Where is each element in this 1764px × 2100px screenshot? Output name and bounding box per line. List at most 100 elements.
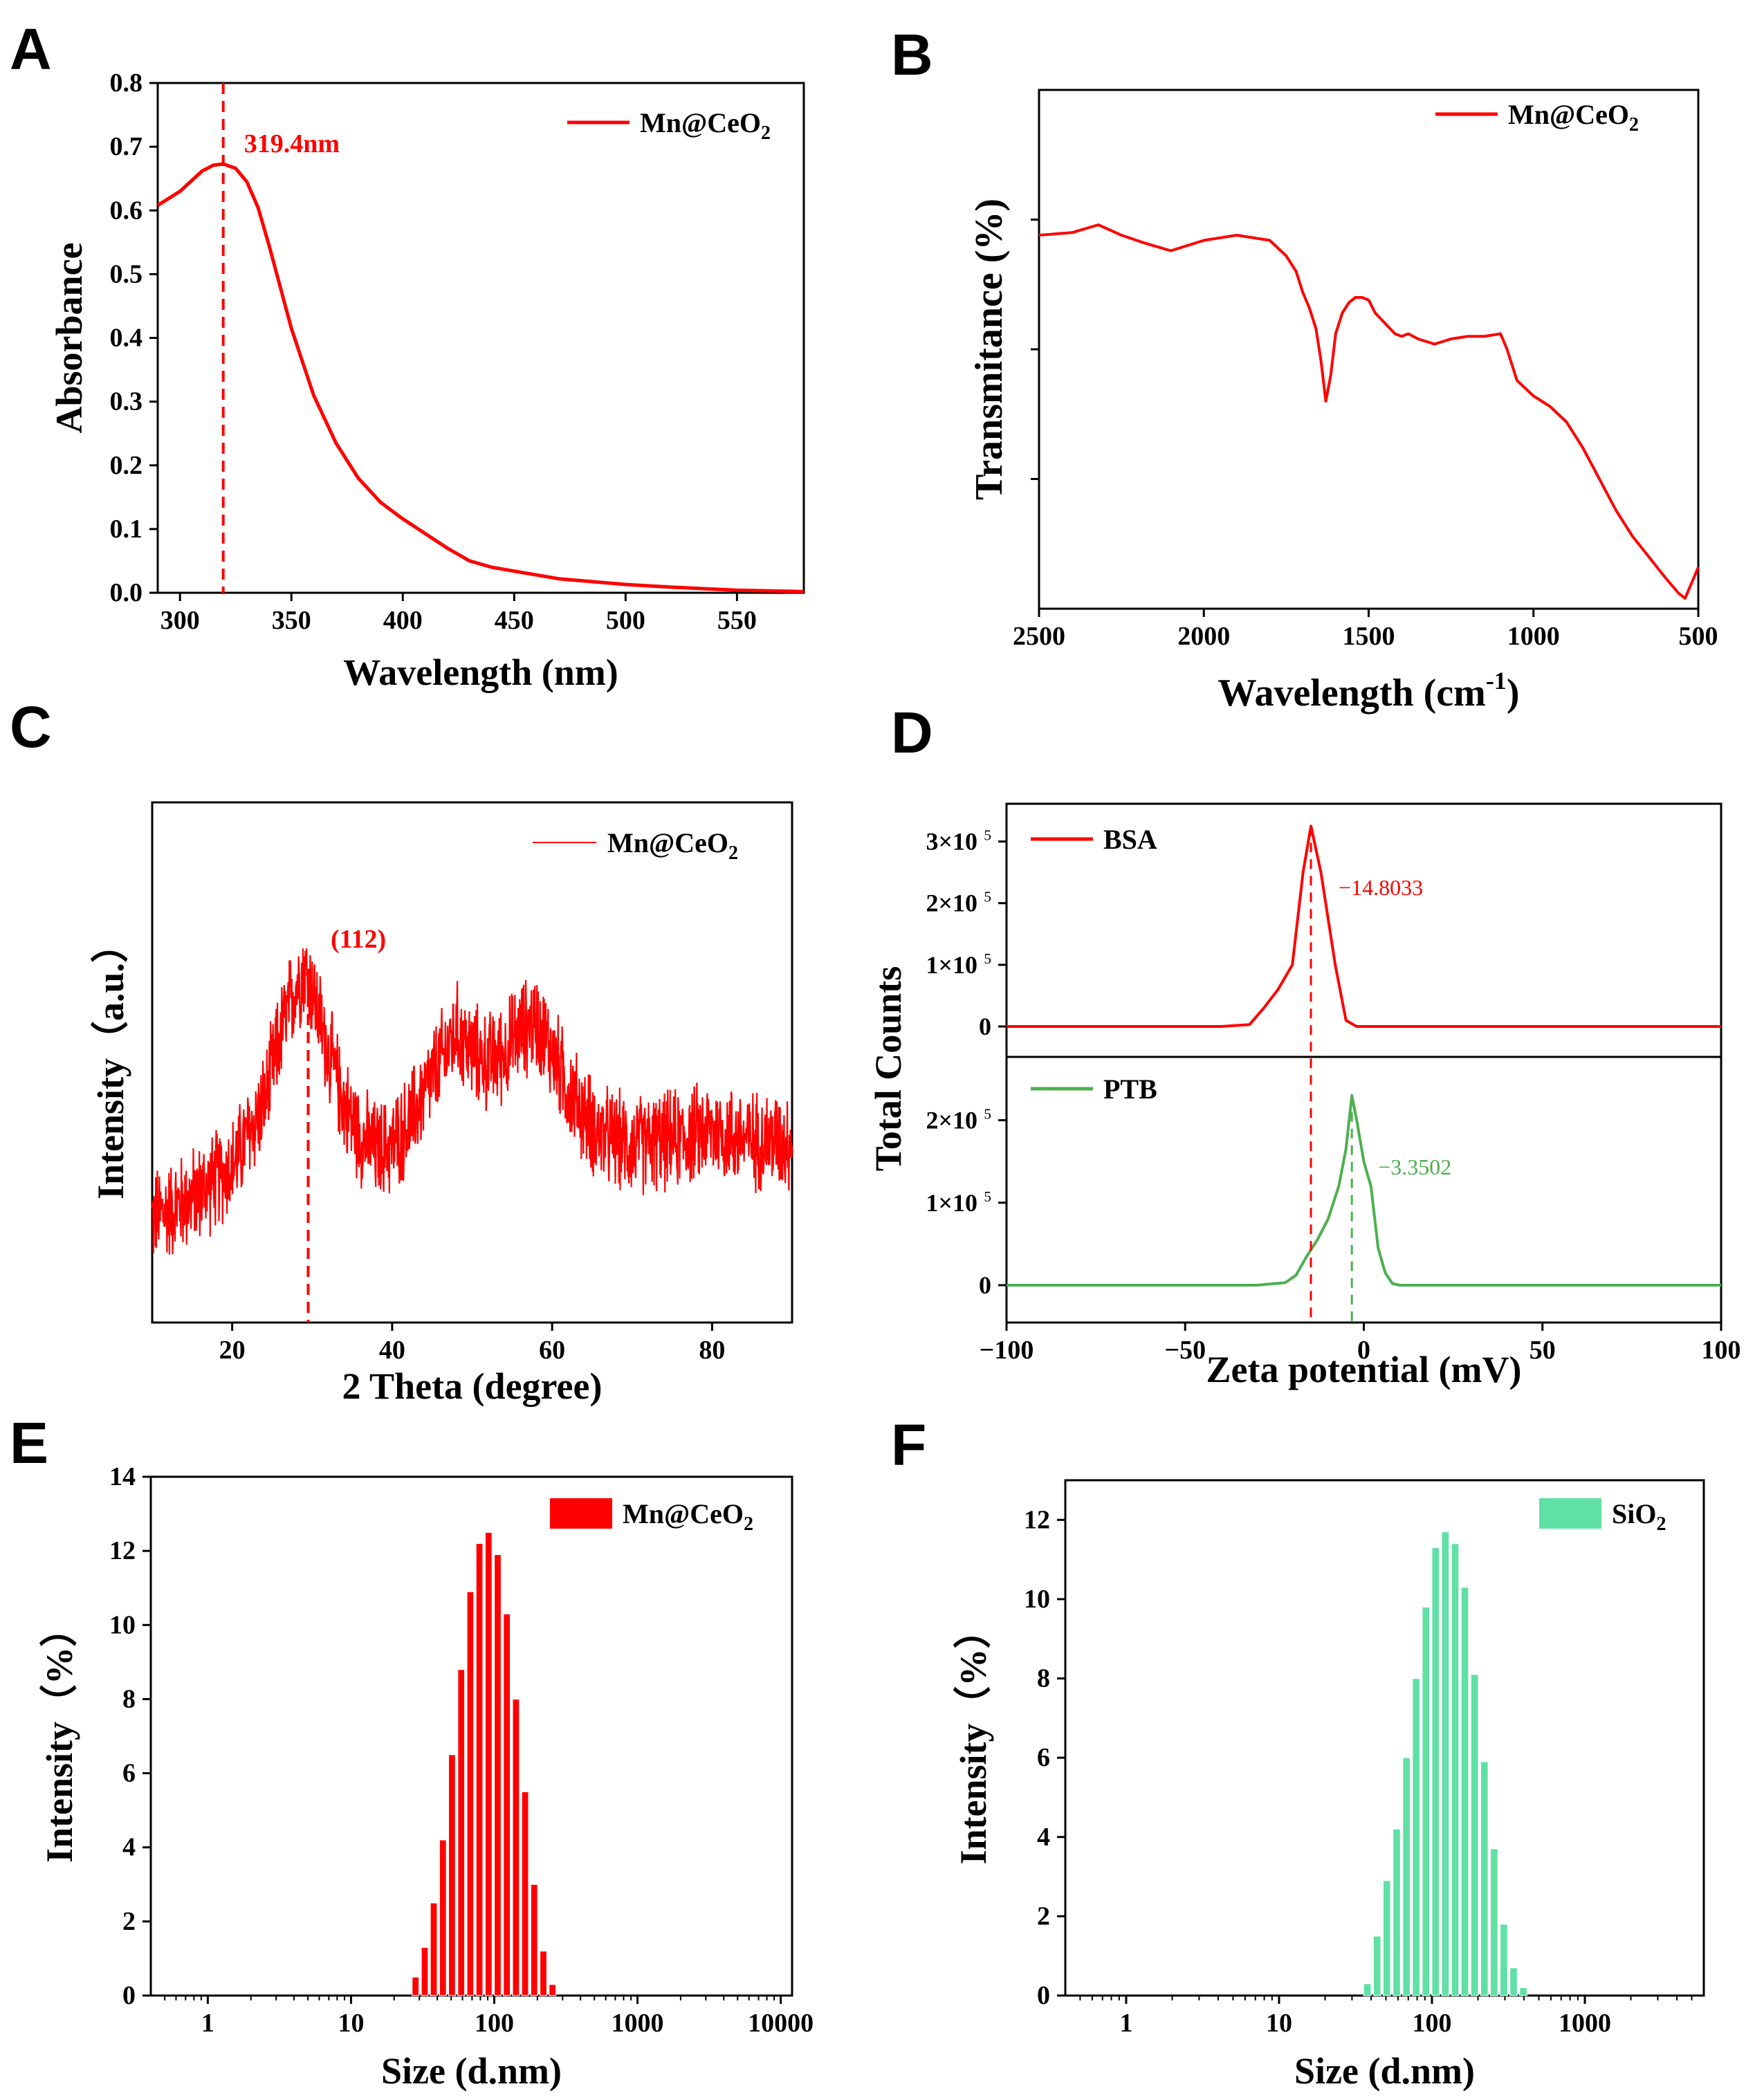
chart-panel-c: 20 40 60 80 (112) Mn@CeO2 2 Theta (degree) Inte…	[90, 801, 793, 1407]
y-axis-title-e: Intensity（%）	[39, 1610, 80, 1863]
x-axis-title-d: Zeta potential (mV)	[1206, 1349, 1522, 1390]
f-xtick-label: 1000	[1559, 2009, 1611, 2038]
a-ytick-label: 0.0	[110, 578, 143, 607]
f-legend-swatch	[1539, 1498, 1601, 1529]
panel-label-f: F	[891, 1412, 926, 1477]
f-xtick-label: 100	[1412, 2009, 1451, 2038]
f-xtick-label: 1	[1119, 2009, 1132, 2038]
d-top-ytick-label: 0	[979, 1013, 991, 1040]
e-size-bar	[430, 1902, 438, 1996]
f-size-bar	[1489, 1848, 1498, 1996]
e-size-bar	[448, 1754, 456, 1996]
f-ytick-label: 12	[1024, 1505, 1050, 1534]
f-size-bar	[1470, 1674, 1479, 1996]
ptb-curve	[1007, 1094, 1721, 1287]
absorbance-curve	[156, 162, 805, 593]
f-size-bar	[1509, 1967, 1518, 1996]
d-ptb-legend-label: PTB	[1103, 1074, 1157, 1105]
e-size-bar	[539, 1951, 548, 1996]
f-size-bar	[1382, 1880, 1391, 1996]
d-top-ytick-exponent: 5	[984, 889, 991, 905]
e-xtick-label: 1000	[612, 2009, 664, 2038]
e-ytick-label: 14	[109, 1462, 136, 1491]
peak-annotation: 319.4nm	[244, 129, 340, 158]
d-top-ytick-label: 2×10	[926, 890, 977, 917]
e-size-bar	[421, 1946, 429, 1996]
f-ytick-label: 6	[1037, 1743, 1050, 1772]
a-ytick-label: 0.4	[110, 324, 143, 353]
f-size-bar	[1451, 1543, 1460, 1996]
e-xtick-label: 1	[201, 2009, 214, 2038]
b-xtick-label: 2500	[1013, 622, 1065, 651]
e-ytick-label: 6	[122, 1759, 136, 1788]
bsa-peak-label: −14.8033	[1339, 875, 1423, 900]
f-xtick-label: 10	[1266, 2009, 1292, 2038]
x-axis-title-a: Wavelength (nm)	[343, 652, 618, 693]
panel-label-d: D	[891, 700, 933, 765]
panel-label-c: C	[10, 694, 52, 759]
y-axis-title-a: Absorbance	[48, 242, 90, 433]
e-xtick-label: 100	[475, 2009, 514, 2038]
d-bottom-ytick-label: 1×10	[926, 1189, 977, 1217]
f-ytick-label: 2	[1037, 1901, 1050, 1931]
d-xtick-label: −100	[980, 1336, 1034, 1365]
d-bsa-legend-label: BSA	[1103, 824, 1157, 855]
panel-label-e: E	[10, 1410, 48, 1475]
a-ytick-label: 0.1	[110, 515, 143, 544]
d-top-ytick-exponent: 5	[984, 950, 991, 967]
x-axis-title-f: Size (d.nm)	[1294, 2050, 1475, 2092]
c-xtick-label: 60	[539, 1336, 565, 1365]
f-size-bar	[1431, 1547, 1440, 1996]
d-top-ytick-label: 1×10	[926, 951, 977, 979]
a-legend-label: Mn@CeO2	[640, 107, 771, 144]
e-xtick-label: 10	[338, 2009, 364, 2038]
d-xtick-label: 50	[1529, 1336, 1556, 1365]
y-axis-title-b: Transmitance (%)	[968, 199, 1011, 500]
e-legend-label: Mn@CeO2	[623, 1498, 753, 1535]
bsa-curve	[1007, 825, 1721, 1028]
a-xtick-label: 350	[272, 606, 311, 635]
ptb-peak-label: −3.3502	[1378, 1154, 1451, 1179]
chart-panel-f: 1 10 100 1000 0 2 4 6 8 10 12 SiO2 Size (d.nm) Intens…	[953, 1479, 1705, 2092]
a-ytick-label: 0.6	[110, 196, 143, 225]
f-ytick-label: 0	[1037, 1981, 1050, 2010]
y-axis-title-f: Intensity（%）	[953, 1611, 994, 1864]
e-size-bar	[412, 1976, 420, 1996]
f-size-bar	[1363, 1983, 1372, 1996]
e-size-bar	[512, 1698, 520, 1996]
xrd-trace	[151, 948, 793, 1255]
chart-panel-b: 2500 2000 1500 1000 500 Mn@CeO2 Wavelength (cm…	[968, 89, 1718, 715]
transmittance-curve	[1038, 223, 1700, 600]
d-bottom-ytick-label: 0	[979, 1271, 991, 1299]
b-xtick-label: 500	[1679, 622, 1718, 651]
f-size-bar	[1372, 1935, 1381, 1996]
d-xtick-label: −50	[1164, 1336, 1206, 1365]
e-size-bar	[439, 1839, 447, 1996]
f-size-bar	[1441, 1531, 1450, 1996]
d-xtick-label: 100	[1702, 1336, 1741, 1365]
e-ytick-label: 8	[122, 1684, 136, 1713]
e-ytick-label: 12	[109, 1536, 136, 1565]
d-bottom-ytick-label: 2×10	[926, 1107, 977, 1134]
a-xtick-label: 500	[606, 606, 645, 635]
f-size-bar	[1460, 1587, 1469, 1996]
e-ytick-label: 2	[122, 1907, 136, 1936]
panel-label-b: B	[891, 22, 933, 87]
x-axis-title-e: Size (d.nm)	[381, 2050, 562, 2092]
e-ytick-label: 0	[122, 1981, 136, 2010]
a-xtick-label: 300	[160, 606, 200, 635]
e-legend-swatch	[550, 1498, 612, 1529]
f-size-bar	[1499, 1924, 1508, 1996]
a-xtick-label: 400	[383, 606, 423, 635]
a-ytick-label: 0.5	[110, 259, 143, 288]
e-size-bar	[475, 1542, 484, 1996]
x-axis-title-c: 2 Theta (degree)	[342, 1365, 603, 1407]
d-top-ytick-label: 3×10	[926, 828, 977, 856]
d-bottom-ytick-exponent: 5	[984, 1188, 991, 1205]
a-ytick-label: 0.3	[110, 387, 143, 416]
peak-annotation-112: (112)	[331, 925, 386, 954]
plot-frame-b	[1038, 89, 1700, 610]
d-top-ytick-exponent: 5	[984, 827, 991, 844]
f-ytick-label: 10	[1024, 1585, 1050, 1614]
